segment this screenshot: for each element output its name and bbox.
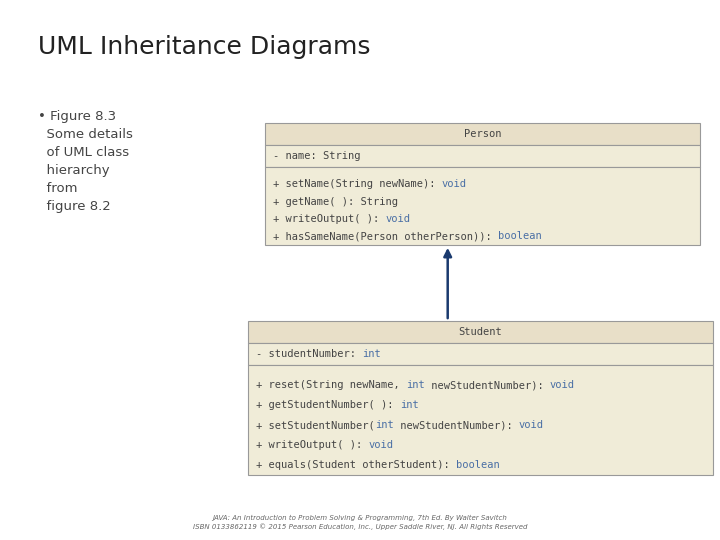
Text: int: int [362, 349, 381, 359]
Bar [265, 167, 700, 245]
Text: void: void [550, 380, 575, 390]
Text: + writeOutput( ):: + writeOutput( ): [273, 214, 385, 224]
Text: int: int [400, 400, 418, 410]
Text: • Figure 8.3: • Figure 8.3 [38, 110, 116, 123]
Bar [265, 145, 700, 167]
Text: Student: Student [459, 327, 503, 337]
Text: void: void [442, 179, 467, 190]
Bar [265, 123, 700, 145]
Text: boolean: boolean [456, 460, 500, 470]
Text: newStudentNumber):: newStudentNumber): [394, 420, 518, 430]
Text: int: int [406, 380, 425, 390]
Bar [248, 365, 713, 475]
Text: + setStudentNumber(: + setStudentNumber( [256, 420, 374, 430]
Text: - name: String: - name: String [273, 151, 361, 161]
Text: - studentNumber:: - studentNumber: [256, 349, 362, 359]
Text: + getStudentNumber( ):: + getStudentNumber( ): [256, 400, 400, 410]
Text: void: void [369, 440, 394, 450]
Text: int: int [374, 420, 394, 430]
Text: void: void [518, 420, 544, 430]
Text: newStudentNumber):: newStudentNumber): [425, 380, 550, 390]
Text: Some details: Some details [38, 128, 133, 141]
Text: from: from [38, 182, 78, 195]
Text: + reset(String newName,: + reset(String newName, [256, 380, 406, 390]
Text: ISBN 0133862119 © 2015 Pearson Education, Inc., Upper Saddle River, NJ. All Righ: ISBN 0133862119 © 2015 Pearson Education… [193, 524, 527, 530]
Text: JAVA: An Introduction to Problem Solving & Programming, 7th Ed. By Walter Savitc: JAVA: An Introduction to Problem Solving… [212, 515, 508, 521]
Text: UML Inheritance Diagrams: UML Inheritance Diagrams [38, 35, 371, 59]
Text: void: void [385, 214, 410, 224]
Text: + getName( ): String: + getName( ): String [273, 197, 398, 207]
Text: + equals(Student otherStudent):: + equals(Student otherStudent): [256, 460, 456, 470]
Text: of UML class: of UML class [38, 146, 129, 159]
Text: figure 8.2: figure 8.2 [38, 200, 111, 213]
Text: hierarchy: hierarchy [38, 164, 109, 177]
Bar [248, 343, 713, 365]
Text: + hasSameName(Person otherPerson)):: + hasSameName(Person otherPerson)): [273, 231, 498, 241]
Text: + writeOutput( ):: + writeOutput( ): [256, 440, 369, 450]
Text: Person: Person [464, 129, 501, 139]
Bar [248, 321, 713, 343]
Text: boolean: boolean [498, 231, 541, 241]
Text: + setName(String newName):: + setName(String newName): [273, 179, 442, 190]
